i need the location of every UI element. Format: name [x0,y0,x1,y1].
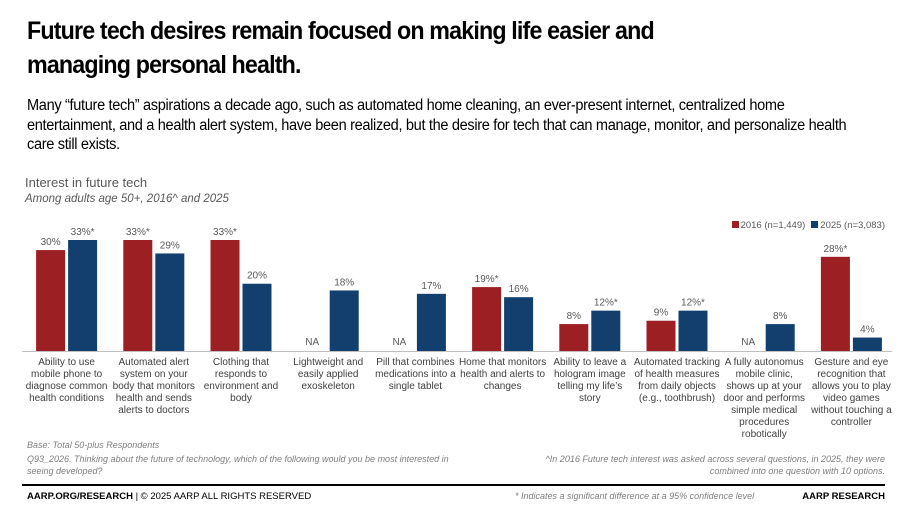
bar-2016 [472,287,502,351]
data-label: 12%* [594,298,618,309]
data-label: 30% [41,237,61,248]
intro-text: Many “future tech” aspirations a decade … [27,97,847,153]
category-label: A fully autonomus mobile clinic, shows u… [723,357,806,440]
category-label: Gesture and eye recognition that allows … [811,357,892,428]
data-label: 18% [334,277,354,288]
bar-2016 [36,250,66,351]
data-label: NA [392,337,406,348]
legend: 2016 (n=1,449) 2025 (n=3,083) [731,220,885,231]
category-label: Automated tracking of health measures fr… [633,357,721,404]
bar-2025 [416,293,446,351]
legend-swatch [811,221,819,228]
data-label: 16% [509,284,529,295]
data-label: 29% [160,240,180,251]
bar-2016 [559,324,589,351]
footer-brand: AARP RESEARCH [802,491,885,502]
bar-2025 [765,324,795,351]
bar-2016 [646,320,676,351]
bar-2016 [210,240,240,351]
significance-note: * Indicates a significant difference at … [515,491,755,501]
category-label: Ability to leave a hologram image tellin… [553,357,627,404]
bar-2025 [68,240,98,351]
page-title: Future tech desires remain focused on ma… [27,17,655,79]
footer-divider [22,484,885,486]
bar-2016 [820,256,850,351]
data-label: 28%* [823,244,847,255]
bar-2025 [591,310,621,351]
legend-item-2016: 2016 (n=1,449) [731,220,806,231]
base-note: Base: Total 50-plus Respondents [27,440,160,450]
footer-left: AARP.ORG/RESEARCH | © 2025 AARP ALL RIGH… [27,491,311,502]
category-label: Home that monitors health and alerts to … [458,357,547,392]
category-label: Automated alert system on your body that… [112,357,195,416]
legend-swatch [731,221,739,228]
method-note: ^In 2016 Future tech interest was asked … [545,454,885,476]
legend-item-2025: 2025 (n=3,083) [811,220,885,231]
chart-subtitle: Among adults age 50+, 2016^ and 2025 [25,193,229,205]
data-label: 19%* [475,274,499,285]
footer-site-link[interactable]: AARP.ORG/RESEARCH [27,491,133,502]
bar-2025 [678,310,708,351]
category-label: Ability to use mobile phone to diagnose … [25,357,108,404]
question-note: Q93_2026. Thinking about the future of t… [27,454,449,476]
bar-2025 [504,297,534,351]
bar-2025 [155,253,185,351]
footer-copyright: | © 2025 AARP ALL RIGHTS RESERVED [132,491,312,502]
data-label: 8% [567,311,582,322]
data-label: 33%* [71,227,95,238]
data-label: 4% [860,325,875,336]
bar-2025 [242,283,272,351]
data-label: 17% [421,281,441,292]
legend-label: 2016 (n=1,449) [740,220,806,231]
chart-title: Interest in future tech [25,175,148,190]
bar-2025 [852,337,882,351]
data-label: 8% [773,311,788,322]
data-label: NA [741,337,755,348]
category-label: Pill that combines medications into a si… [375,357,456,392]
data-label: 33%* [126,227,150,238]
data-label: 9% [654,308,669,319]
category-label: Lightweight and easily applied exoskelet… [293,357,364,392]
category-label: Clothing that responds to environment an… [203,357,279,404]
legend-label: 2025 (n=3,083) [820,220,885,231]
bar-2025 [329,290,359,351]
data-label: 33%* [213,227,237,238]
data-label: 20% [247,271,267,282]
bar-2016 [123,240,153,351]
data-label: NA [305,337,319,348]
data-label: 12%* [681,298,705,309]
